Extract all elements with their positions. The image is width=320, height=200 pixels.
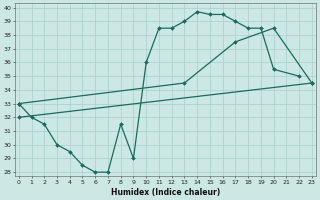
X-axis label: Humidex (Indice chaleur): Humidex (Indice chaleur) (111, 188, 220, 197)
